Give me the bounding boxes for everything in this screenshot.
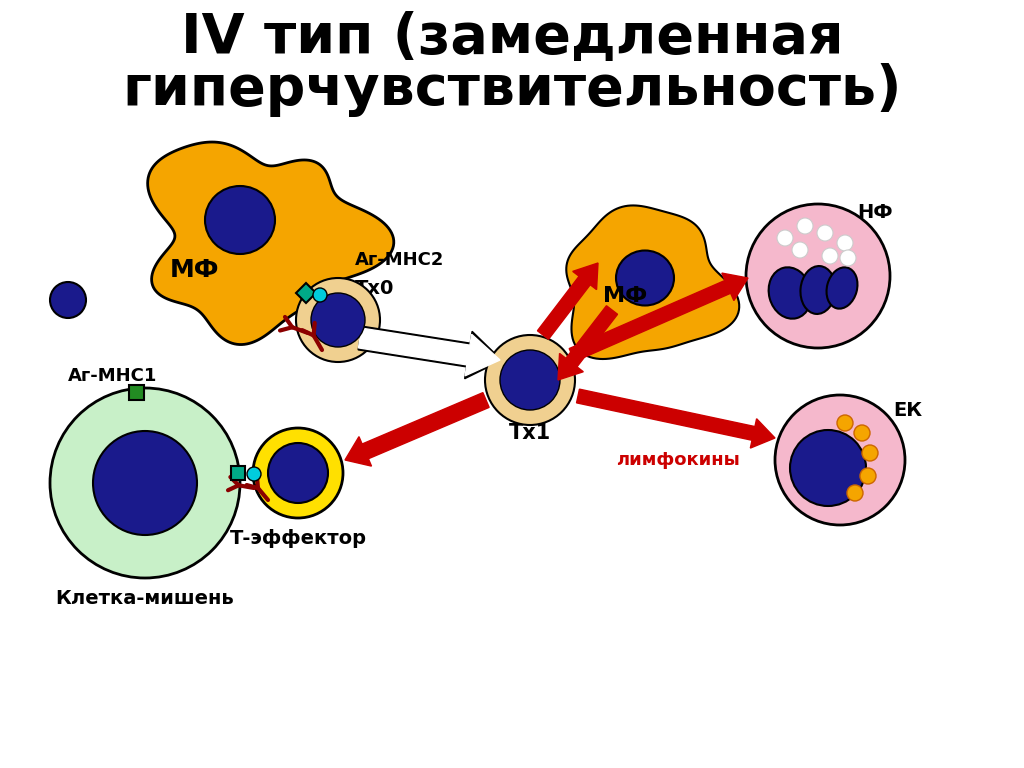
Circle shape	[50, 388, 240, 578]
Circle shape	[253, 428, 343, 518]
Circle shape	[790, 430, 866, 506]
Circle shape	[837, 415, 853, 431]
FancyArrow shape	[558, 306, 617, 380]
Circle shape	[746, 204, 890, 348]
Polygon shape	[566, 206, 739, 359]
Circle shape	[817, 225, 833, 241]
Ellipse shape	[769, 267, 811, 319]
Ellipse shape	[205, 186, 275, 254]
Circle shape	[775, 395, 905, 525]
Circle shape	[837, 235, 853, 251]
Bar	[128, 385, 143, 399]
Circle shape	[247, 467, 261, 481]
Circle shape	[792, 242, 808, 258]
Polygon shape	[296, 283, 316, 303]
Circle shape	[777, 230, 793, 246]
Text: Аг-МНС1: Аг-МНС1	[68, 367, 158, 385]
Circle shape	[268, 443, 328, 503]
Bar	[231, 466, 245, 480]
Polygon shape	[147, 142, 394, 345]
Text: ЕК: ЕК	[893, 400, 923, 419]
Circle shape	[862, 445, 878, 461]
Circle shape	[93, 431, 197, 535]
Circle shape	[822, 248, 838, 264]
Text: Клетка-мишень: Клетка-мишень	[55, 588, 234, 607]
Ellipse shape	[801, 266, 836, 314]
Circle shape	[847, 485, 863, 501]
Text: НФ: НФ	[857, 204, 893, 223]
Text: Аг-МНС2: Аг-МНС2	[355, 251, 444, 269]
FancyArrow shape	[569, 273, 748, 362]
FancyArrow shape	[358, 326, 502, 379]
Text: МФ: МФ	[170, 258, 220, 282]
Circle shape	[797, 218, 813, 234]
Circle shape	[840, 250, 856, 266]
Circle shape	[500, 350, 560, 410]
Text: МФ: МФ	[603, 286, 647, 306]
Circle shape	[854, 425, 870, 441]
Circle shape	[296, 278, 380, 362]
Ellipse shape	[826, 267, 857, 309]
FancyArrow shape	[358, 328, 500, 376]
Ellipse shape	[616, 250, 674, 306]
Text: Тх0: Тх0	[355, 279, 394, 297]
Circle shape	[50, 282, 86, 318]
FancyArrow shape	[345, 392, 489, 466]
Text: гиперчувствительность): гиперчувствительность)	[122, 63, 902, 117]
Text: лимфокины: лимфокины	[616, 451, 740, 469]
Circle shape	[313, 288, 327, 302]
Circle shape	[311, 293, 365, 347]
FancyArrow shape	[538, 263, 598, 339]
Circle shape	[860, 468, 876, 484]
FancyArrow shape	[577, 389, 775, 448]
Circle shape	[485, 335, 575, 425]
Text: IV тип (замедленная: IV тип (замедленная	[180, 11, 844, 65]
Text: Т-эффектор: Т-эффектор	[229, 528, 367, 548]
Text: Тх1: Тх1	[509, 423, 551, 443]
